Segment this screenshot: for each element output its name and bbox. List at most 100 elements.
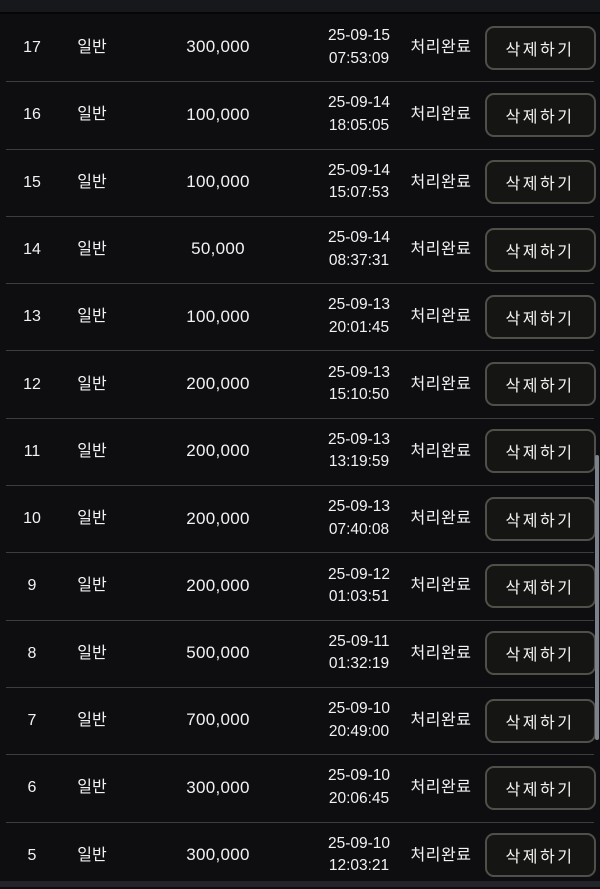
- row-status-label: 처리완료: [410, 442, 472, 460]
- table-row: 5 일반 300,000 25-09-10 12:03:21 처리완료 삭제하기: [0, 821, 600, 889]
- row-amount: 100,000: [186, 172, 250, 192]
- delete-button[interactable]: 삭제하기: [484, 631, 596, 676]
- table-row: 12 일반 200,000 25-09-13 15:10:50 처리완료 삭제하…: [0, 350, 600, 418]
- row-status-label: 처리완료: [410, 644, 472, 662]
- row-type: 일반: [77, 577, 107, 595]
- row-type: 일반: [77, 712, 107, 730]
- row-status-label: 처리완료: [410, 846, 472, 864]
- row-time: 01:03:51: [328, 588, 390, 606]
- row-status-label: 처리완료: [410, 510, 472, 528]
- row-number: 12: [23, 375, 41, 393]
- row-type: 일반: [77, 173, 107, 191]
- row-datetime: 25-09-13 15:10:50: [316, 362, 402, 407]
- row-action-cell: 삭제하기: [480, 362, 600, 407]
- row-number: 16: [23, 106, 41, 124]
- row-amount: 200,000: [186, 373, 250, 393]
- row-date: 25-09-10: [327, 700, 391, 718]
- delete-button[interactable]: 삭제하기: [484, 698, 596, 743]
- row-status-label: 처리완료: [410, 173, 472, 191]
- row-number: 13: [23, 308, 41, 326]
- delete-button[interactable]: 삭제하기: [484, 496, 596, 541]
- row-number: 17: [23, 39, 41, 57]
- row-amount: 100,000: [186, 104, 250, 124]
- delete-button[interactable]: 삭제하기: [484, 160, 596, 205]
- row-number: 7: [27, 712, 37, 730]
- row-amount: 200,000: [186, 575, 250, 595]
- delete-button[interactable]: 삭제하기: [484, 227, 596, 272]
- row-action-cell: 삭제하기: [480, 698, 600, 743]
- delete-button[interactable]: 삭제하기: [484, 833, 596, 878]
- row-number: 5: [27, 846, 37, 864]
- table-row: 13 일반 100,000 25-09-13 20:01:45 처리완료 삭제하…: [0, 283, 600, 351]
- row-type: 일반: [77, 106, 107, 124]
- row-number: 14: [23, 240, 41, 258]
- row-type: 일반: [77, 644, 107, 662]
- row-status-label: 처리완료: [410, 240, 472, 258]
- row-amount: 300,000: [186, 777, 250, 797]
- row-type: 일반: [77, 442, 107, 460]
- delete-button[interactable]: 삭제하기: [484, 429, 596, 474]
- delete-button[interactable]: 삭제하기: [484, 765, 596, 810]
- table-row: 15 일반 100,000 25-09-14 15:07:53 처리완료 삭제하…: [0, 148, 600, 216]
- row-number: 6: [27, 779, 37, 797]
- row-action-cell: 삭제하기: [480, 25, 600, 70]
- row-amount: 50,000: [191, 239, 245, 259]
- table-row: 7 일반 700,000 25-09-10 20:49:00 처리완료 삭제하기: [0, 686, 600, 755]
- row-number: 10: [23, 510, 41, 528]
- row-amount: 300,000: [186, 37, 250, 57]
- transaction-table-body: 17 일반 300,000 25-09-15 07:53:09 처리완료 삭제하…: [0, 14, 600, 889]
- table-row: 8 일반 500,000 25-09-11 01:32:19 처리완료 삭제하기: [0, 619, 600, 687]
- row-datetime: 25-09-15 07:53:09: [316, 25, 402, 70]
- table-row: 14 일반 50,000 25-09-14 08:37:31 처리완료 삭제하기: [0, 215, 600, 284]
- row-time: 20:01:45: [328, 318, 390, 336]
- row-amount: 200,000: [186, 441, 250, 461]
- row-time: 07:40:08: [328, 520, 390, 538]
- row-date: 25-09-14: [327, 229, 391, 247]
- row-datetime: 25-09-13 07:40:08: [316, 496, 402, 541]
- row-action-cell: 삭제하기: [480, 160, 600, 205]
- row-date: 25-09-13: [327, 430, 391, 448]
- row-datetime: 25-09-14 15:07:53: [316, 160, 402, 205]
- row-time: 13:19:59: [328, 453, 390, 471]
- cropped-footer-strip: [0, 881, 600, 887]
- delete-button[interactable]: 삭제하기: [484, 92, 596, 137]
- delete-button[interactable]: 삭제하기: [484, 564, 596, 609]
- row-time: 08:37:31: [328, 251, 390, 269]
- delete-button[interactable]: 삭제하기: [484, 25, 596, 70]
- row-date: 25-09-15: [327, 27, 391, 45]
- row-date: 25-09-13: [327, 363, 391, 381]
- row-datetime: 25-09-11 01:32:19: [316, 631, 402, 676]
- row-amount: 300,000: [186, 845, 250, 865]
- scrollbar-thumb[interactable]: [595, 455, 599, 740]
- row-action-cell: 삭제하기: [480, 294, 600, 339]
- row-status-label: 처리완료: [410, 106, 472, 124]
- table-row: 11 일반 200,000 25-09-13 13:19:59 처리완료 삭제하…: [0, 417, 600, 486]
- row-time: 07:53:09: [328, 49, 390, 67]
- row-time: 20:06:45: [328, 789, 390, 807]
- row-amount: 700,000: [186, 710, 250, 730]
- row-type: 일반: [77, 375, 107, 393]
- row-amount: 500,000: [186, 643, 250, 663]
- row-action-cell: 삭제하기: [480, 496, 600, 541]
- row-date: 25-09-13: [327, 498, 391, 516]
- row-datetime: 25-09-12 01:03:51: [316, 564, 402, 609]
- row-datetime: 25-09-14 18:05:05: [316, 92, 402, 137]
- row-amount: 100,000: [186, 306, 250, 326]
- row-amount: 200,000: [186, 508, 250, 528]
- row-action-cell: 삭제하기: [480, 92, 600, 137]
- row-time: 20:49:00: [328, 722, 390, 740]
- row-date: 25-09-14: [327, 161, 391, 179]
- row-date: 25-09-11: [328, 632, 390, 650]
- row-datetime: 25-09-14 08:37:31: [316, 227, 402, 272]
- delete-button[interactable]: 삭제하기: [484, 294, 596, 339]
- row-time: 15:07:53: [328, 184, 390, 202]
- row-number: 9: [27, 577, 37, 595]
- row-action-cell: 삭제하기: [480, 429, 600, 474]
- table-row: 17 일반 300,000 25-09-15 07:53:09 처리완료 삭제하…: [0, 14, 600, 82]
- delete-button[interactable]: 삭제하기: [484, 362, 596, 407]
- row-datetime: 25-09-13 13:19:59: [316, 429, 402, 474]
- row-date: 25-09-13: [327, 296, 391, 314]
- row-status-label: 처리완료: [410, 308, 472, 326]
- row-time: 18:05:05: [328, 116, 390, 134]
- row-type: 일반: [77, 510, 107, 528]
